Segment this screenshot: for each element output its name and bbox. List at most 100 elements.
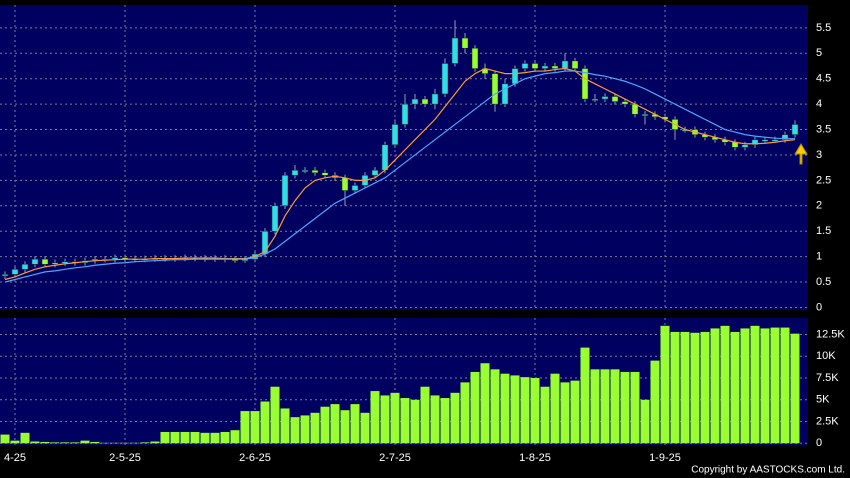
volume-bar <box>180 431 190 444</box>
volume-bar <box>170 431 180 444</box>
volume-bar <box>230 430 240 444</box>
candle-body <box>491 73 499 105</box>
volume-bar <box>70 442 80 444</box>
volume-bar <box>440 398 450 444</box>
y-tick-label: 12.5K <box>816 328 845 340</box>
x-tick-label: 2-5-25 <box>109 452 141 464</box>
candle-body <box>781 134 789 140</box>
volume-bar <box>50 442 60 444</box>
candle-body <box>441 63 449 95</box>
y-tick-label: 10K <box>816 350 836 362</box>
candle-body <box>621 101 629 105</box>
volume-bar <box>690 332 700 444</box>
y-tick-label: 1.5 <box>816 225 831 237</box>
candle-body <box>31 258 39 265</box>
volume-bar <box>480 363 490 444</box>
candle-body <box>371 169 379 176</box>
volume-bar <box>450 392 460 444</box>
volume-bar <box>490 369 500 444</box>
y-tick-label: 4.5 <box>816 73 831 85</box>
candle-body <box>741 144 749 148</box>
volume-bar <box>260 401 270 444</box>
candle-body <box>751 139 759 146</box>
x-tick-label: 2-7-25 <box>379 452 411 464</box>
volume-bar <box>370 391 380 444</box>
candle-body <box>351 185 359 191</box>
candle-body <box>451 37 459 64</box>
volume-bar <box>790 333 800 444</box>
candle-body <box>271 205 279 232</box>
candle-body <box>511 68 519 85</box>
volume-bar <box>710 328 720 444</box>
volume-bar <box>400 398 410 444</box>
volume-bar <box>250 411 260 444</box>
y-tick-label: 7.5K <box>816 372 839 384</box>
y-tick-label: 1 <box>816 251 822 263</box>
volume-bar <box>580 347 590 444</box>
candle-body <box>41 258 49 265</box>
candle-body <box>381 144 389 171</box>
candle-body <box>791 124 799 135</box>
y-tick-label: 5K <box>816 394 830 406</box>
volume-bar <box>600 369 610 444</box>
volume-bar <box>270 386 280 444</box>
y-tick-label: 5 <box>816 47 822 59</box>
volume-bar <box>520 377 530 444</box>
y-tick-label: 2.5K <box>816 415 839 427</box>
y-tick-label: 5.5 <box>816 22 831 34</box>
ma-line <box>4 70 795 283</box>
volume-bar <box>680 331 690 444</box>
volume-bar <box>380 395 390 444</box>
volume-bar <box>280 408 290 444</box>
candle-body <box>571 60 579 69</box>
volume-bar <box>620 371 630 444</box>
volume-bar <box>560 382 570 444</box>
candle-body <box>771 139 779 142</box>
candle-body <box>411 98 419 105</box>
volume-bar <box>240 411 250 444</box>
volume-bar <box>390 392 400 444</box>
candle-body <box>11 269 19 275</box>
candle-body <box>501 83 509 105</box>
candle-body <box>401 103 409 125</box>
volume-bar <box>780 327 790 444</box>
volume-bar <box>510 375 520 444</box>
candle-body <box>341 177 349 191</box>
volume-bar <box>670 331 680 444</box>
volume-bar <box>420 386 430 444</box>
marks <box>0 20 800 444</box>
candle-body <box>591 98 599 101</box>
candle-body <box>581 68 589 100</box>
volume-bar <box>330 404 340 444</box>
copyright: Copyright by AASTOCKS.com Ltd. <box>691 465 845 476</box>
volume-bar <box>760 328 770 444</box>
candle-body <box>111 257 119 260</box>
volume-bar <box>530 378 540 444</box>
y-tick-label: 4 <box>816 98 822 110</box>
volume-bar <box>0 434 10 444</box>
volume-bar <box>650 360 660 444</box>
x-tick-label: 2-6-25 <box>239 452 271 464</box>
volume-bar <box>310 412 320 444</box>
x-tick-label: 1-8-25 <box>519 452 551 464</box>
candle-body <box>311 169 319 173</box>
volume-bar <box>590 369 600 444</box>
candle-body <box>291 169 299 176</box>
volume-bar <box>700 331 710 444</box>
volume-bar <box>540 386 550 444</box>
candle-body <box>421 98 429 105</box>
volume-bar <box>210 432 220 444</box>
volume-bar <box>190 431 200 444</box>
volume-bar <box>610 369 620 444</box>
volume-bar <box>470 371 480 444</box>
volume-bar <box>160 431 170 444</box>
candle-body <box>321 172 329 176</box>
volume-bar <box>30 441 40 444</box>
volume-bar <box>660 325 670 444</box>
candle-body <box>391 124 399 146</box>
candle-body <box>521 63 529 69</box>
volume-bar <box>360 412 370 444</box>
volume-bar <box>10 440 20 444</box>
volume-bar <box>40 441 50 444</box>
